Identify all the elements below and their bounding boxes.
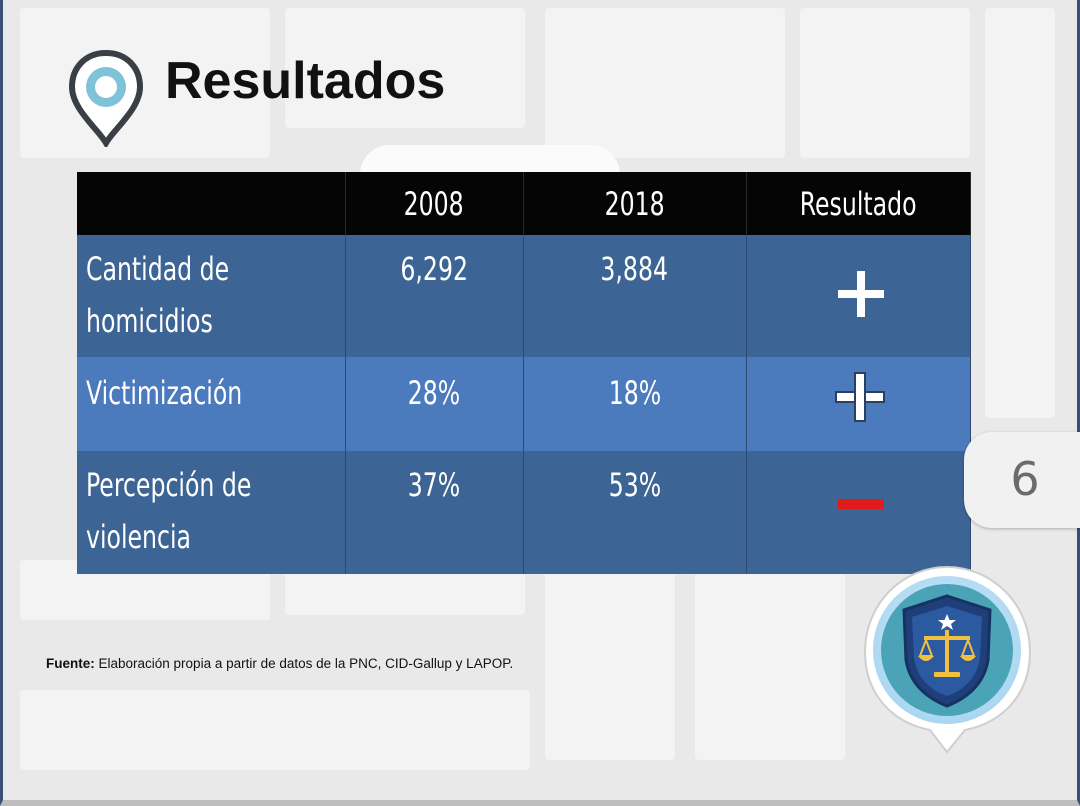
row-label-homicidios: Cantidad de homicidios [77,235,346,357]
result-cell [746,451,971,574]
table-row: Victimización 28% 18% [77,357,971,451]
table-row: Cantidad de homicidios 6,292 3,884 [77,235,971,357]
results-table: 2008 2018 Resultado Cantidad de homicidi… [77,172,971,574]
value-2018: 53% [523,451,747,574]
map-pin-icon [68,49,144,147]
value-2008: 37% [345,451,524,574]
table-row: Percepción de violencia 37% 53% [77,451,971,574]
row-label-victimizacion: Victimización [77,357,346,451]
row-label-percepcion: Percepción de violencia [77,451,346,574]
plus-icon-stroke [856,271,865,317]
header-resultado: Resultado [746,172,971,235]
minus-icon [837,499,884,509]
justice-scale-shield-icon [863,565,1032,754]
plus-icon-center [855,393,864,401]
page-number-tab [964,432,1080,528]
header-empty-cell [77,172,346,235]
header-2008: 2008 [345,172,524,235]
header-2018: 2018 [523,172,747,235]
value-2008: 6,292 [345,235,524,357]
value-2018: 3,884 [523,235,747,357]
source-label: Fuente: [46,656,95,671]
page-title: Resultados [165,52,446,110]
value-2008: 28% [345,357,524,451]
result-cell [746,357,971,451]
table-header-row: 2008 2018 Resultado [77,172,971,235]
result-cell [746,235,971,357]
page-number: 6 [1010,452,1040,506]
value-2018: 18% [523,357,747,451]
source-text: Elaboración propia a partir de datos de … [94,656,514,671]
source-note: Fuente: Elaboración propia a partir de d… [46,656,513,671]
